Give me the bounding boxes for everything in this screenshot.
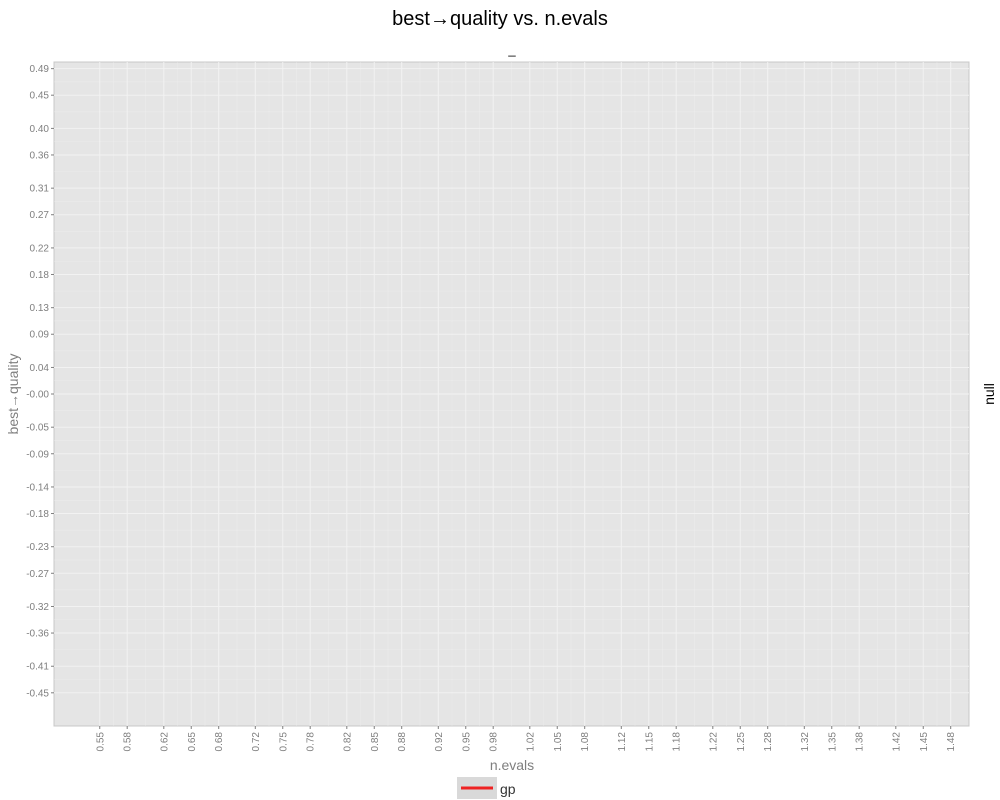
x-axis-label: n.evals [490,757,534,773]
x-tick-label: 1.25 [736,732,747,752]
x-tick-label: 1.48 [946,732,957,752]
x-tick-label: 1.45 [919,732,930,752]
x-tick-label: 0.98 [489,732,500,752]
x-tick-label: 1.42 [891,732,902,752]
y-tick-label: -0.41 [26,662,49,673]
y-tick-label: -0.32 [26,602,49,613]
x-tick-label: 1.02 [525,732,536,752]
y-tick-label: 0.27 [30,210,50,221]
x-tick-label: 0.92 [434,732,445,752]
y-tick-label: 0.22 [30,243,50,254]
x-tick-label: 0.62 [159,732,170,752]
chart-title: best→quality vs. n.evals [392,8,608,30]
y-axis: 0.49 0.45 0.40 0.36 0.31 0.27 0.22 0.18 0.13 0.09… [26,64,54,699]
y-tick-label: -0.45 [26,688,49,699]
x-tick-label: 0.55 [95,732,106,752]
x-tick-label: 0.95 [461,732,472,752]
x-tick-label: 0.72 [251,732,262,752]
x-tick-label: 1.18 [672,732,683,752]
y-tick-label: -0.23 [26,542,49,553]
x-tick-label: 0.88 [397,732,408,752]
x-tick-label: 0.58 [123,732,134,752]
facet-strip-label: _ [507,42,516,57]
x-tick-label: 1.38 [855,732,866,752]
x-tick-label: 0.82 [342,732,353,752]
major-gridlines [54,62,969,726]
x-tick-label: 0.65 [187,732,198,752]
x-tick-label: 1.22 [708,732,719,752]
x-tick-label: 1.12 [617,732,628,752]
facet-side-label: null [981,383,997,405]
x-tick-label: 1.08 [580,732,591,752]
x-tick-label: 1.35 [827,732,838,752]
y-tick-label: -0.14 [26,482,49,493]
y-tick-label: -0.27 [26,569,49,580]
y-tick-label: 0.13 [30,303,50,314]
x-tick-label: 1.15 [644,732,655,752]
y-axis-label: best→quality [5,354,21,435]
y-tick-label: -0.18 [26,509,49,520]
y-tick-label: -0.00 [26,390,49,401]
y-tick-label: 0.45 [30,91,50,102]
x-tick-label: 0.75 [278,732,289,752]
y-tick-label: 0.40 [30,124,50,135]
y-tick-label: 0.49 [30,64,50,75]
x-tick-label: 1.28 [763,732,774,752]
x-tick-label: 0.68 [214,732,225,752]
x-tick-label: 1.32 [800,732,811,752]
y-tick-label: 0.09 [30,330,50,341]
legend: gp [457,777,516,799]
y-tick-label: -0.09 [26,449,49,460]
y-tick-label: 0.31 [30,184,50,195]
y-tick-label: -0.36 [26,629,49,640]
y-tick-label: -0.05 [26,423,49,434]
x-tick-label: 1.05 [553,732,564,752]
x-tick-label: 0.78 [306,732,317,752]
x-tick-label: 0.85 [370,732,381,752]
y-tick-label: 0.36 [30,150,50,161]
x-axis: 0.55 0.58 0.62 0.65 0.68 0.72 0.75 0.78 0.82 0.85… [95,726,957,751]
legend-label-gp: gp [500,781,516,797]
y-tick-label: 0.18 [30,270,50,281]
y-tick-label: 0.04 [30,363,50,374]
